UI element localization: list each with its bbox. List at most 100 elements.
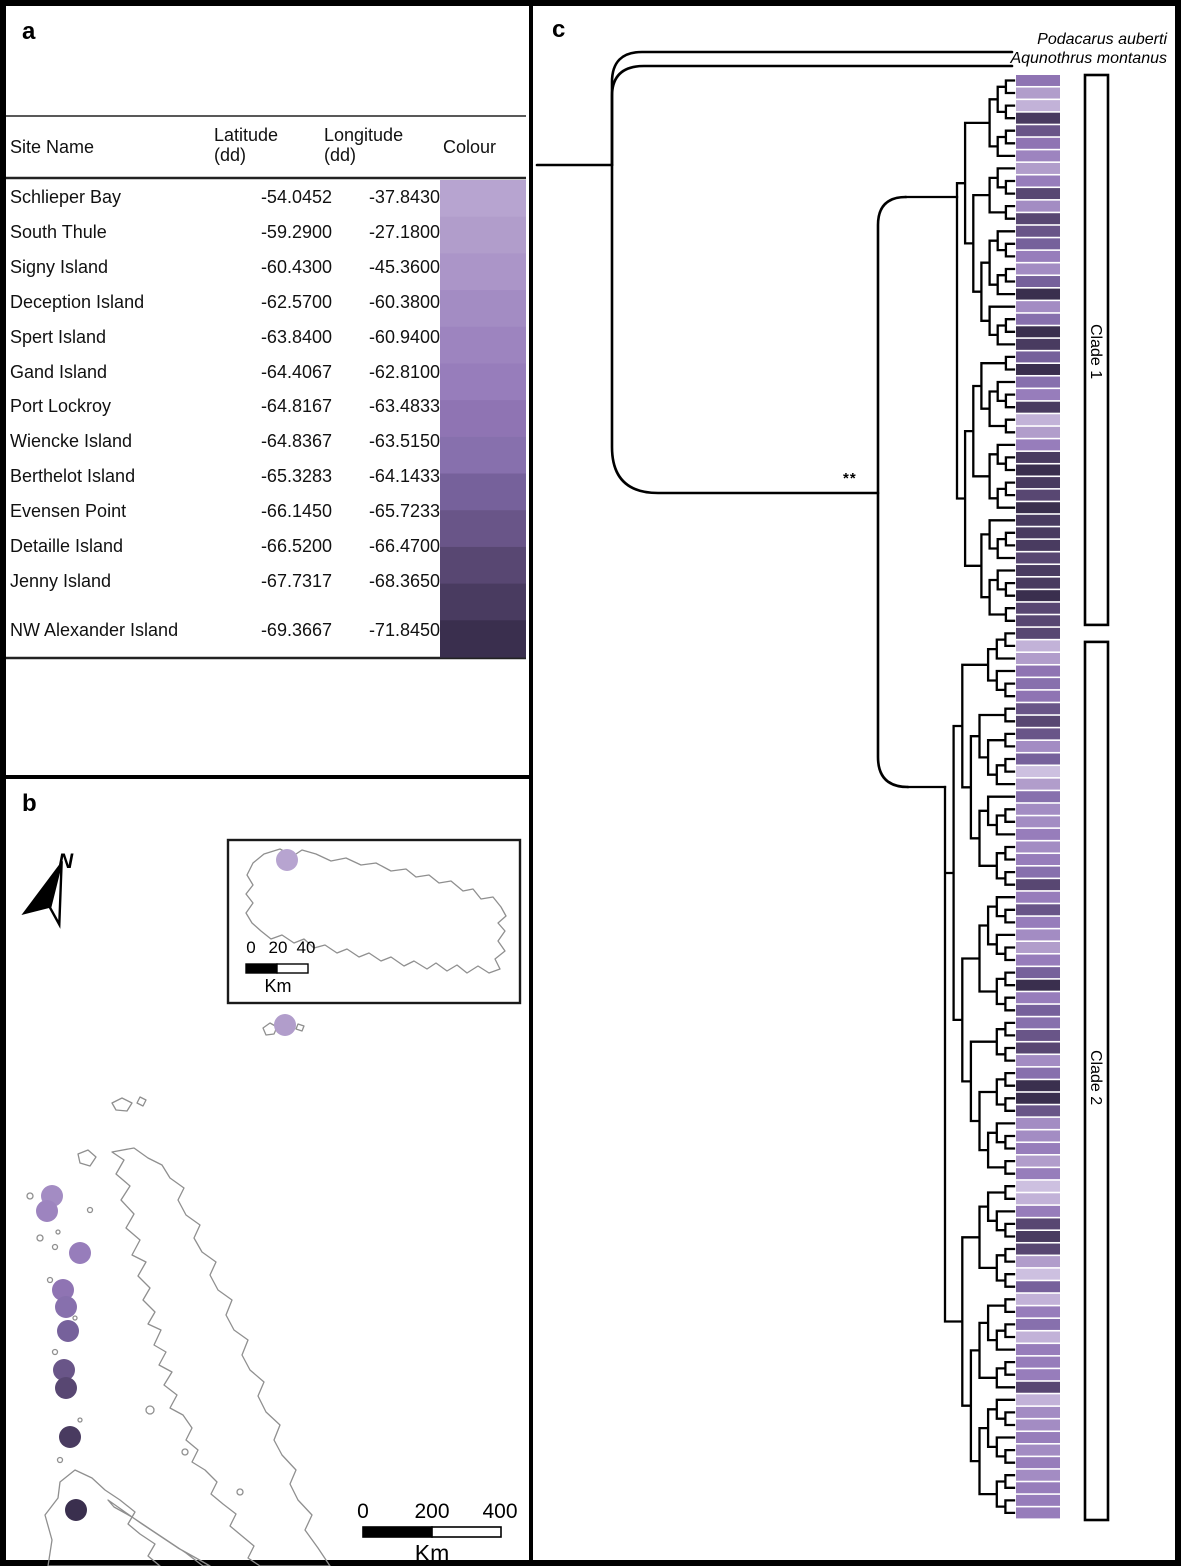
site-name: Deception Island: [10, 291, 145, 312]
tip-bar: [1016, 200, 1060, 212]
tip-bar: [1016, 929, 1060, 941]
colour-swatch: [440, 400, 526, 438]
tip-bar: [1016, 841, 1060, 853]
tip-bar: [1016, 1293, 1060, 1305]
tip-bar: [1016, 753, 1060, 765]
tip-bar: [1016, 313, 1060, 325]
site-name: Schlieper Bay: [10, 187, 122, 207]
colour-swatch: [440, 253, 526, 291]
latitude-value: -64.8367: [260, 431, 332, 452]
tip-bar: [1016, 477, 1060, 489]
site-dot: [274, 1014, 296, 1036]
tip-bar: [1016, 1029, 1060, 1041]
node-support-label: **: [843, 470, 857, 487]
tip-bar: [1016, 1055, 1060, 1067]
tip-bar: [1016, 1381, 1060, 1393]
tip-bar: [1016, 1507, 1060, 1519]
site-dot: [52, 1279, 74, 1301]
tip-bar: [1016, 338, 1060, 350]
tip-bar: [1016, 1306, 1060, 1318]
site-dot: [53, 1359, 75, 1381]
site-name: Signy Island: [10, 256, 109, 277]
tip-bar: [1016, 112, 1060, 124]
latitude-value: -65.3283: [260, 466, 332, 487]
inset-map-frame: [226, 838, 522, 1005]
tip-bar: [1016, 715, 1060, 727]
col-header-latitude: Latitude: [214, 125, 279, 145]
colour-swatch: [440, 473, 526, 511]
tip-bar: [1016, 1469, 1060, 1481]
latitude-value: -59.2900: [260, 221, 332, 242]
tip-bar: [1016, 1331, 1060, 1343]
tip-bar: [1016, 565, 1060, 577]
tip-bar: [1016, 301, 1060, 313]
tip-bar: [1016, 188, 1060, 200]
tip-bar: [1016, 678, 1060, 690]
site-dot: [59, 1426, 81, 1448]
colour-swatch: [440, 546, 526, 585]
colour-swatch: [440, 363, 526, 401]
tip-bar: [1016, 87, 1060, 99]
colour-swatch: [440, 583, 526, 621]
tip-bar: [1016, 904, 1060, 916]
latitude-value: -60.4300: [260, 256, 332, 277]
tip-bar: [1016, 162, 1060, 174]
clade1-bracket: [1083, 73, 1110, 627]
tip-bar: [1016, 150, 1060, 162]
tip-bar: [1016, 916, 1060, 928]
latitude-value: -62.5700: [260, 291, 332, 312]
tip-bar: [1016, 1482, 1060, 1494]
table-colour-swatches: [440, 180, 526, 658]
site-dot: [57, 1320, 79, 1342]
tip-bar: [1016, 1205, 1060, 1217]
tip-bar: [1016, 816, 1060, 828]
longitude-value: -62.8100: [368, 361, 440, 382]
tip-bar: [1016, 1243, 1060, 1255]
tip-bar: [1016, 414, 1060, 426]
site-name: Detaille Island: [10, 536, 124, 556]
longitude-value: -71.8450: [368, 620, 440, 640]
longitude-value: -68.3650: [368, 570, 440, 591]
site-name: Berthelot Island: [10, 466, 136, 487]
site-dot: [55, 1296, 77, 1318]
site-dot: [55, 1377, 77, 1399]
tip-bar: [1016, 1394, 1060, 1406]
tip-bar: [1016, 766, 1060, 778]
tip-bar: [1016, 1117, 1060, 1129]
col-header-colour: Colour: [443, 137, 497, 157]
site-name: Spert Island: [10, 326, 107, 347]
clade2-bracket: [1083, 640, 1110, 1522]
clade-subtree: [943, 632, 1016, 1515]
longitude-value: -63.5150: [368, 431, 440, 452]
map-site-dots: [36, 849, 298, 1521]
main-scale-unit: Km: [414, 1540, 450, 1566]
longitude-value: -63.4833: [368, 396, 440, 417]
tip-bar: [1016, 1369, 1060, 1381]
tip-bar: [1016, 992, 1060, 1004]
tree-ingroup-stem: [610, 163, 880, 495]
latitude-value: -67.7317: [260, 570, 332, 591]
colour-swatch: [440, 290, 526, 328]
colour-swatch: [440, 620, 526, 658]
tip-bar: [1016, 376, 1060, 388]
tip-bar: [1016, 1457, 1060, 1469]
col-header-latitude-unit: (dd): [214, 145, 247, 165]
tip-bar: [1016, 364, 1060, 375]
tip-bar: [1016, 225, 1060, 237]
tree-outgroup-branch-1: [610, 50, 1014, 167]
tip-bar: [1016, 1444, 1060, 1456]
north-label: N: [58, 850, 74, 873]
tip-bar: [1016, 828, 1060, 840]
colour-swatch: [440, 216, 526, 254]
tip-bar: [1016, 1168, 1060, 1180]
main-scale-0: 0: [357, 1500, 369, 1523]
inset-scalebar: [245, 963, 309, 974]
tip-bar: [1016, 1344, 1060, 1356]
tip-bar: [1016, 389, 1060, 401]
colour-swatch: [440, 326, 526, 365]
tip-bar: [1016, 1231, 1060, 1242]
tip-bar: [1016, 1080, 1060, 1092]
tip-bar: [1016, 263, 1060, 275]
tip-bar: [1016, 1017, 1060, 1029]
